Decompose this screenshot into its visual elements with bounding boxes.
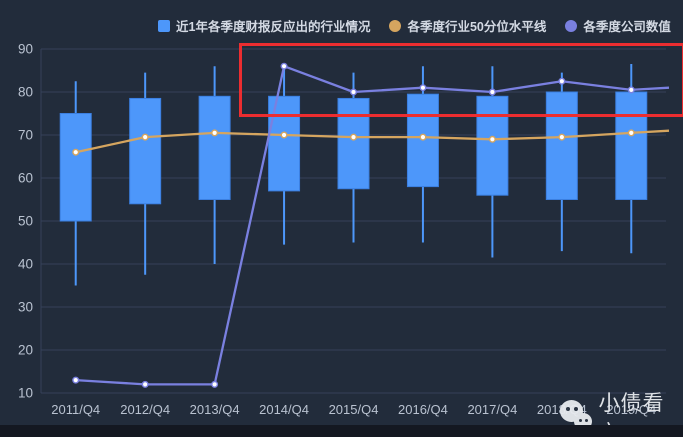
- y-tick-label: 70: [18, 128, 33, 143]
- y-tick-label: 60: [18, 171, 33, 186]
- data-point: [141, 380, 149, 388]
- data-point: [419, 133, 427, 141]
- x-tick-label: 2012/Q4: [120, 402, 170, 417]
- box-2011/Q4: [59, 113, 92, 222]
- x-tick-label: 2011/Q4: [51, 402, 100, 417]
- data-point: [280, 62, 288, 70]
- box-2018/Q4: [545, 91, 578, 200]
- x-tick-label: 2019/Q4: [606, 402, 656, 417]
- data-point: [350, 88, 358, 96]
- y-tick-label: 20: [18, 343, 33, 358]
- data-point: [211, 380, 219, 388]
- data-point: [419, 84, 427, 92]
- data-point: [350, 133, 358, 141]
- y-tick-label: 80: [18, 85, 33, 100]
- box-2019/Q4: [615, 91, 648, 200]
- x-tick-label: 2015/Q4: [329, 402, 379, 417]
- y-tick-label: 50: [18, 214, 33, 229]
- data-point: [280, 131, 288, 139]
- box-2013/Q4: [198, 95, 231, 200]
- legend-item-median-line[interactable]: 各季度行业50分位水平线: [389, 16, 546, 35]
- data-point: [141, 133, 149, 141]
- box-2014/Q4: [268, 95, 301, 192]
- legend-item-industry-boxes[interactable]: 近1年各季度财报反应出的行业情况: [158, 16, 370, 35]
- company-line: [75, 65, 670, 386]
- legend-label-company-values: 各季度公司数值: [583, 20, 671, 34]
- y-tick-label: 10: [18, 386, 33, 401]
- data-point: [211, 129, 219, 137]
- box-2015/Q4: [337, 97, 370, 190]
- orange-circle-icon: [389, 19, 402, 32]
- data-point: [72, 148, 80, 156]
- data-point: [488, 88, 496, 96]
- bottom-strip: [0, 425, 683, 437]
- data-point: [558, 77, 566, 85]
- legend-label-median-line: 各季度行业50分位水平线: [407, 20, 547, 34]
- blue-square-icon: [158, 19, 170, 32]
- median-line: [75, 129, 670, 154]
- chart-legend: 近1年各季度财报反应出的行业情况 各季度行业50分位水平线 各季度公司数值: [158, 16, 671, 35]
- data-point: [627, 129, 635, 137]
- data-point: [72, 376, 80, 384]
- y-tick-label: 40: [18, 257, 33, 272]
- purple-circle-icon: [565, 19, 578, 32]
- x-tick-label: 2013/Q4: [190, 402, 240, 417]
- x-tick-label: 2016/Q4: [398, 402, 448, 417]
- data-point: [558, 133, 566, 141]
- box-2012/Q4: [129, 97, 162, 205]
- data-point: [488, 135, 496, 143]
- y-tick-label: 90: [18, 42, 33, 57]
- box-2017/Q4: [476, 95, 509, 196]
- data-point: [627, 86, 635, 94]
- legend-item-company-values[interactable]: 各季度公司数值: [565, 16, 671, 35]
- x-tick-label: 2014/Q4: [259, 402, 309, 417]
- y-tick-label: 30: [18, 300, 33, 315]
- legend-label-industry-boxes: 近1年各季度财报反应出的行业情况: [176, 20, 371, 34]
- x-tick-label: 2017/Q4: [467, 402, 517, 417]
